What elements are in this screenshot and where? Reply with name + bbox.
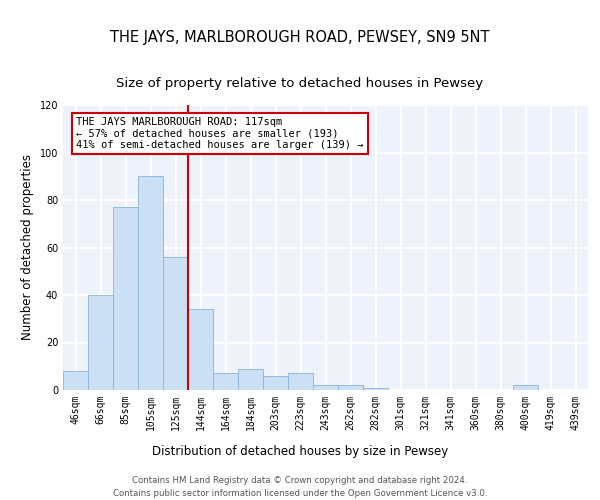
Bar bbox=[213, 374, 238, 390]
Bar bbox=[138, 176, 163, 390]
Bar bbox=[263, 376, 288, 390]
Text: Size of property relative to detached houses in Pewsey: Size of property relative to detached ho… bbox=[116, 77, 484, 90]
Bar bbox=[88, 295, 113, 390]
Bar bbox=[363, 388, 388, 390]
Bar bbox=[238, 368, 263, 390]
Bar bbox=[63, 371, 88, 390]
Bar bbox=[113, 207, 138, 390]
Text: Distribution of detached houses by size in Pewsey: Distribution of detached houses by size … bbox=[152, 445, 448, 458]
Bar bbox=[313, 385, 338, 390]
Bar bbox=[513, 385, 538, 390]
Bar bbox=[163, 257, 188, 390]
Text: THE JAYS MARLBOROUGH ROAD: 117sqm
← 57% of detached houses are smaller (193)
41%: THE JAYS MARLBOROUGH ROAD: 117sqm ← 57% … bbox=[76, 117, 364, 150]
Text: THE JAYS, MARLBOROUGH ROAD, PEWSEY, SN9 5NT: THE JAYS, MARLBOROUGH ROAD, PEWSEY, SN9 … bbox=[110, 30, 490, 45]
Bar bbox=[338, 385, 363, 390]
Bar bbox=[288, 374, 313, 390]
Bar bbox=[188, 309, 213, 390]
Y-axis label: Number of detached properties: Number of detached properties bbox=[21, 154, 34, 340]
Text: Contains HM Land Registry data © Crown copyright and database right 2024.
Contai: Contains HM Land Registry data © Crown c… bbox=[113, 476, 487, 498]
